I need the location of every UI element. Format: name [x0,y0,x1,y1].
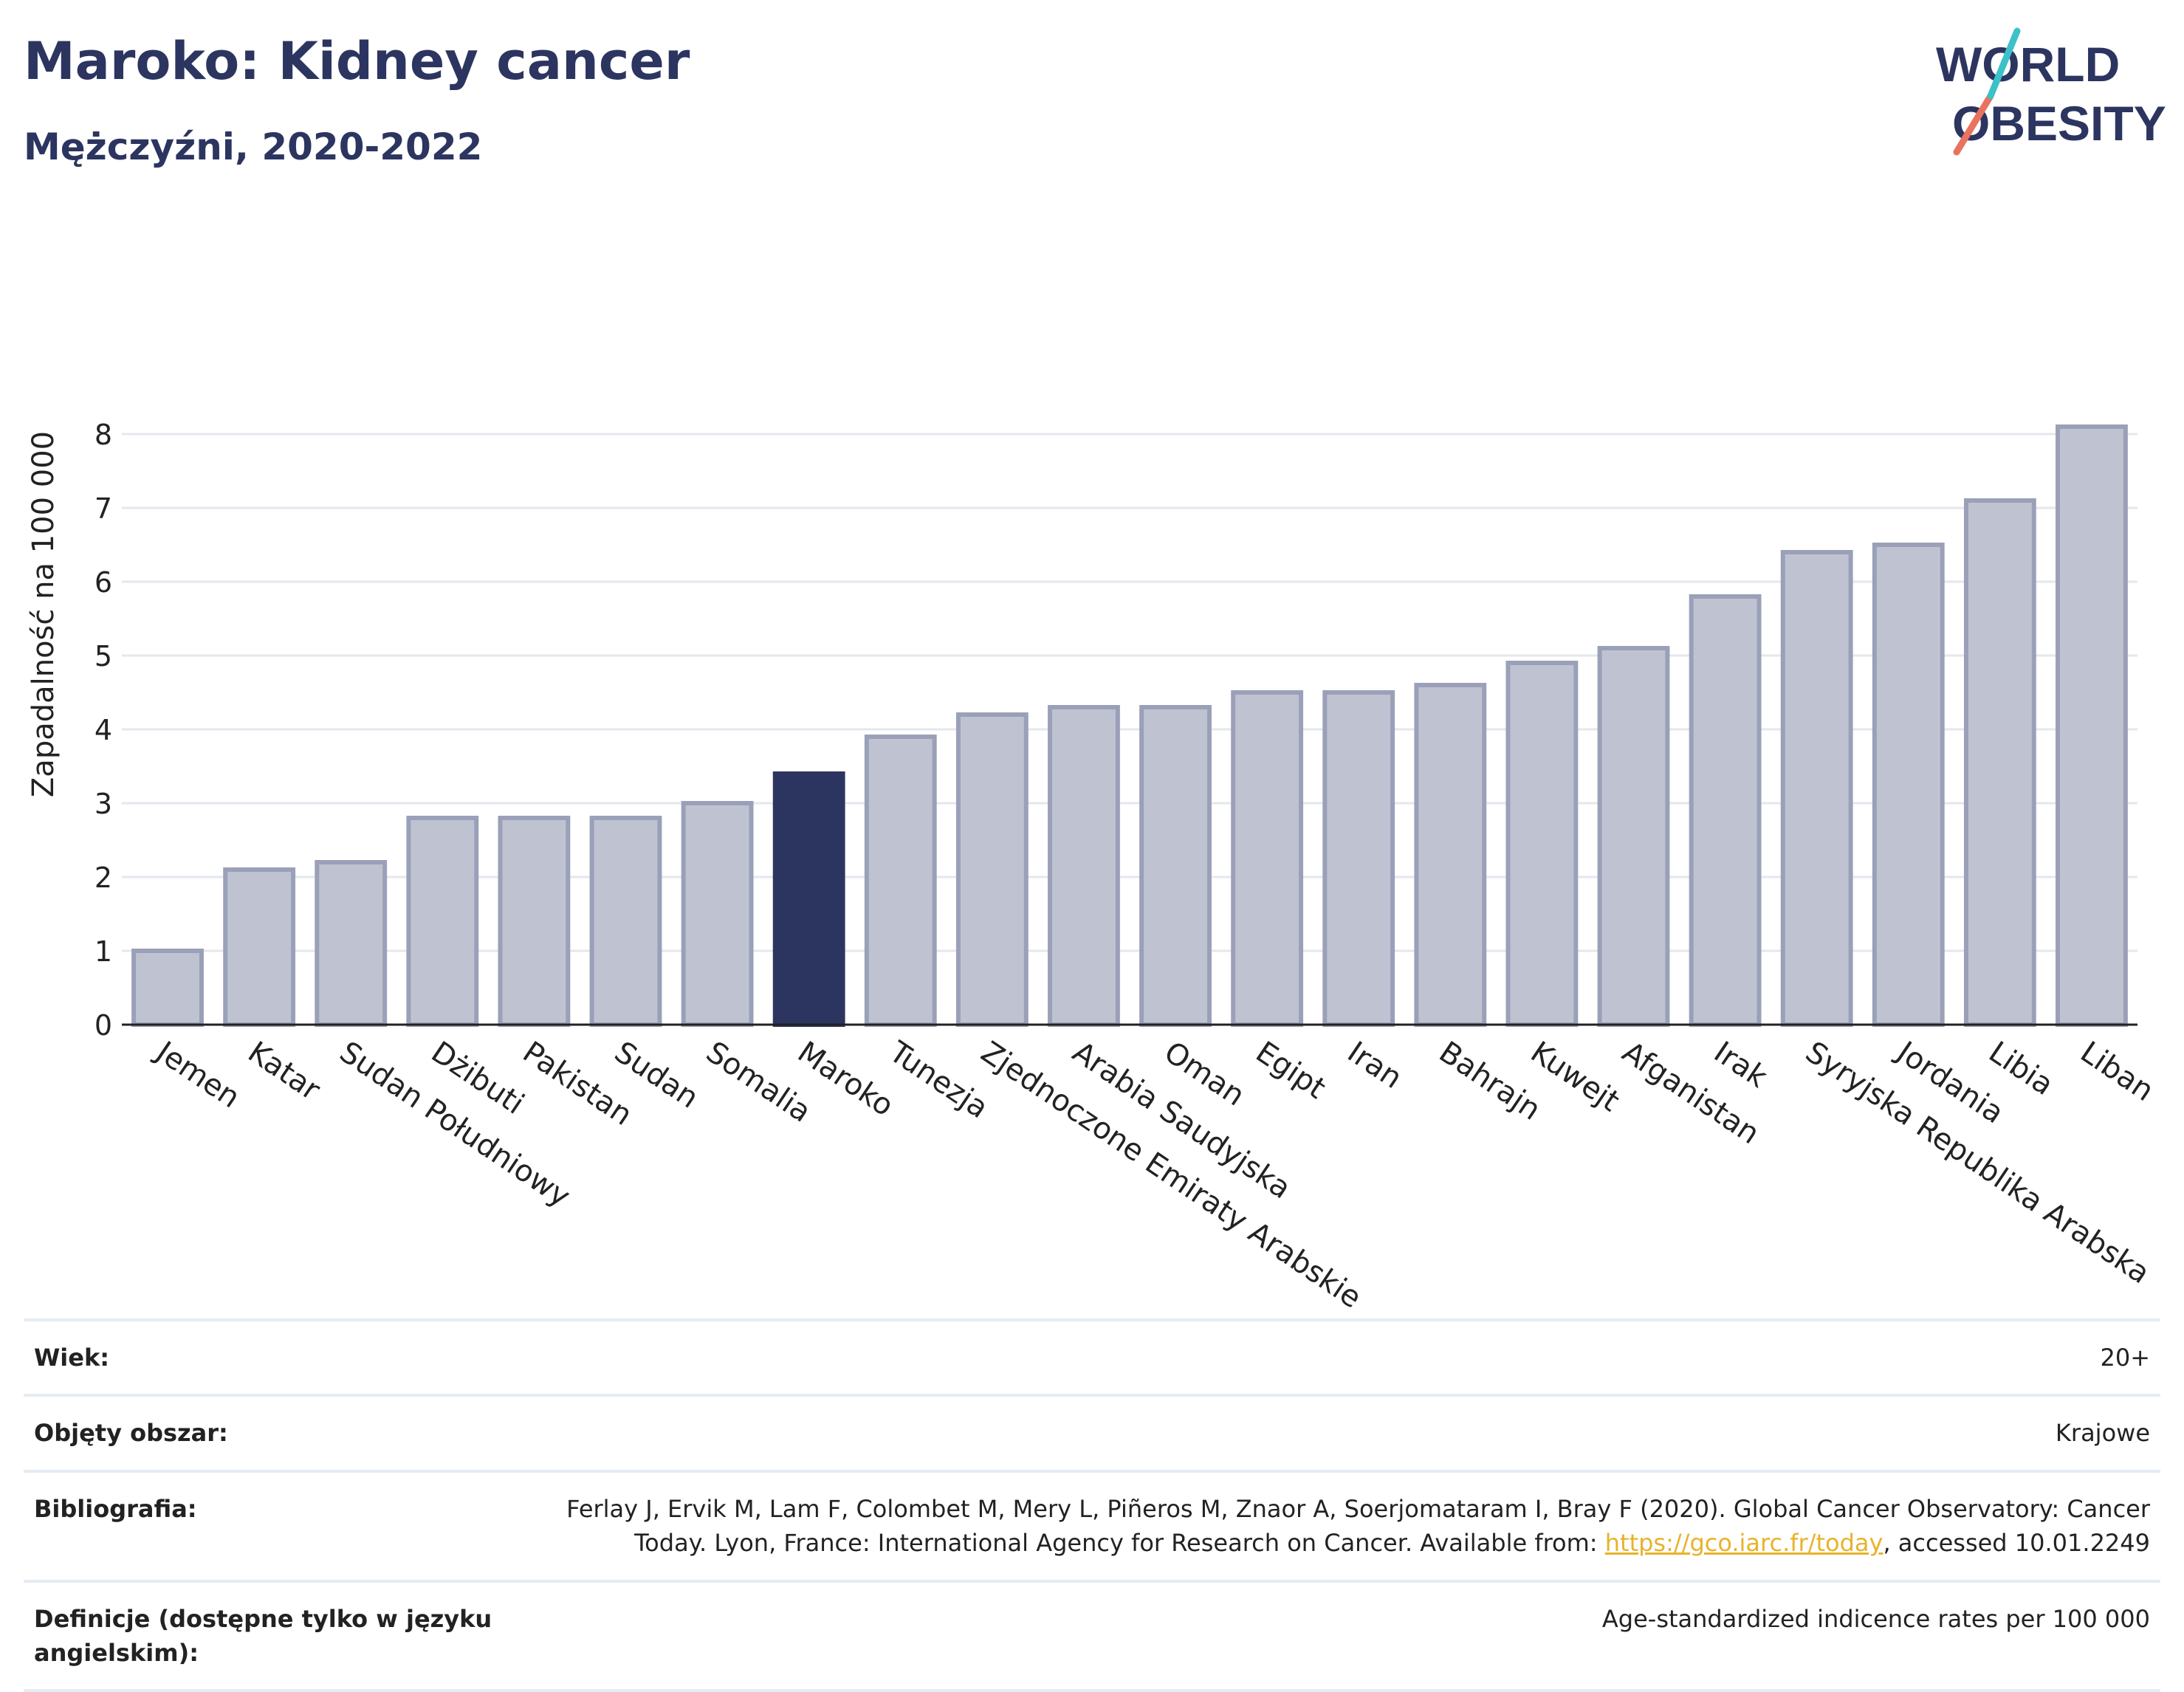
bar-pakistan [498,816,571,1027]
chart-subtitle: Mężczyźni, 2020-2022 [24,125,483,168]
x-tick-label: Somalia [700,1035,817,1129]
x-tick-label: Liban [2074,1035,2160,1108]
bar-zjednoczone-emiraty-arabskie [955,712,1029,1027]
y-tick-label: 2 [95,862,112,894]
bar-sudan [589,816,662,1027]
logo-line1: WORLD [1936,37,2120,92]
y-tick-label: 1 [95,935,112,968]
y-tick-label: 0 [95,1009,112,1042]
x-tick-label: Bahrajn [1433,1035,1547,1127]
info-row-definitions: Definicje (dostępne tylko w języku angie… [24,1579,2160,1692]
bar-jordania [1872,543,1945,1027]
y-tick-label: 6 [95,566,112,599]
bar-katar [223,867,296,1027]
bar-somalia [681,801,754,1027]
info-row-area: Objęty obszar: Krajowe [24,1394,2160,1469]
bar-syryjska-republika-arabska [1780,550,1853,1027]
bar-egipt [1231,690,1304,1027]
bar-maroko [772,771,845,1027]
y-tick-label: 7 [95,492,112,525]
y-axis-label: Zapadalność na 100 000 [27,431,61,797]
bar-afganistan [1597,646,1670,1027]
world-obesity-logo: WORLD OBESITY [1936,27,2166,156]
y-tick-label: 5 [95,640,112,673]
bar-jemen [131,949,204,1027]
info-row-bibliography: Bibliografia: Ferlay J, Ervik M, Lam F, … [24,1469,2160,1580]
source-link[interactable]: https://gco.iarc.fr/today [1604,1529,1883,1558]
x-tick-label: Jemen [148,1034,246,1115]
bar-sudan-południowy [315,860,388,1027]
chart-title: Maroko: Kidney cancer [24,31,690,92]
x-tick-label: Egipt [1250,1035,1332,1106]
bar-irak [1689,594,1762,1027]
y-tick-label: 8 [95,419,112,451]
bar-tunezja [864,735,937,1027]
x-tick-label: Tunezja [882,1035,994,1126]
y-tick-label: 4 [95,714,112,746]
info-row-age: Wiek: 20+ [24,1318,2160,1394]
x-tick-label: Iran [1342,1035,1408,1096]
bar-dżibuti [406,816,479,1027]
x-tick-label: Irak [1708,1035,1773,1095]
bar-bahrajn [1414,683,1487,1027]
bar-iran [1322,690,1395,1027]
bar-libia [1963,498,2036,1027]
y-tick-label: 3 [95,788,112,820]
bar-arabia-saudyjska [1048,705,1120,1027]
bar-liban [2056,424,2128,1027]
x-tick-label: Katar [242,1035,327,1107]
bar-kuwejt [1505,661,1579,1027]
bar-oman [1139,705,1212,1027]
info-table: Wiek: 20+ Objęty obszar: Krajowe Bibliog… [24,1318,2160,1692]
